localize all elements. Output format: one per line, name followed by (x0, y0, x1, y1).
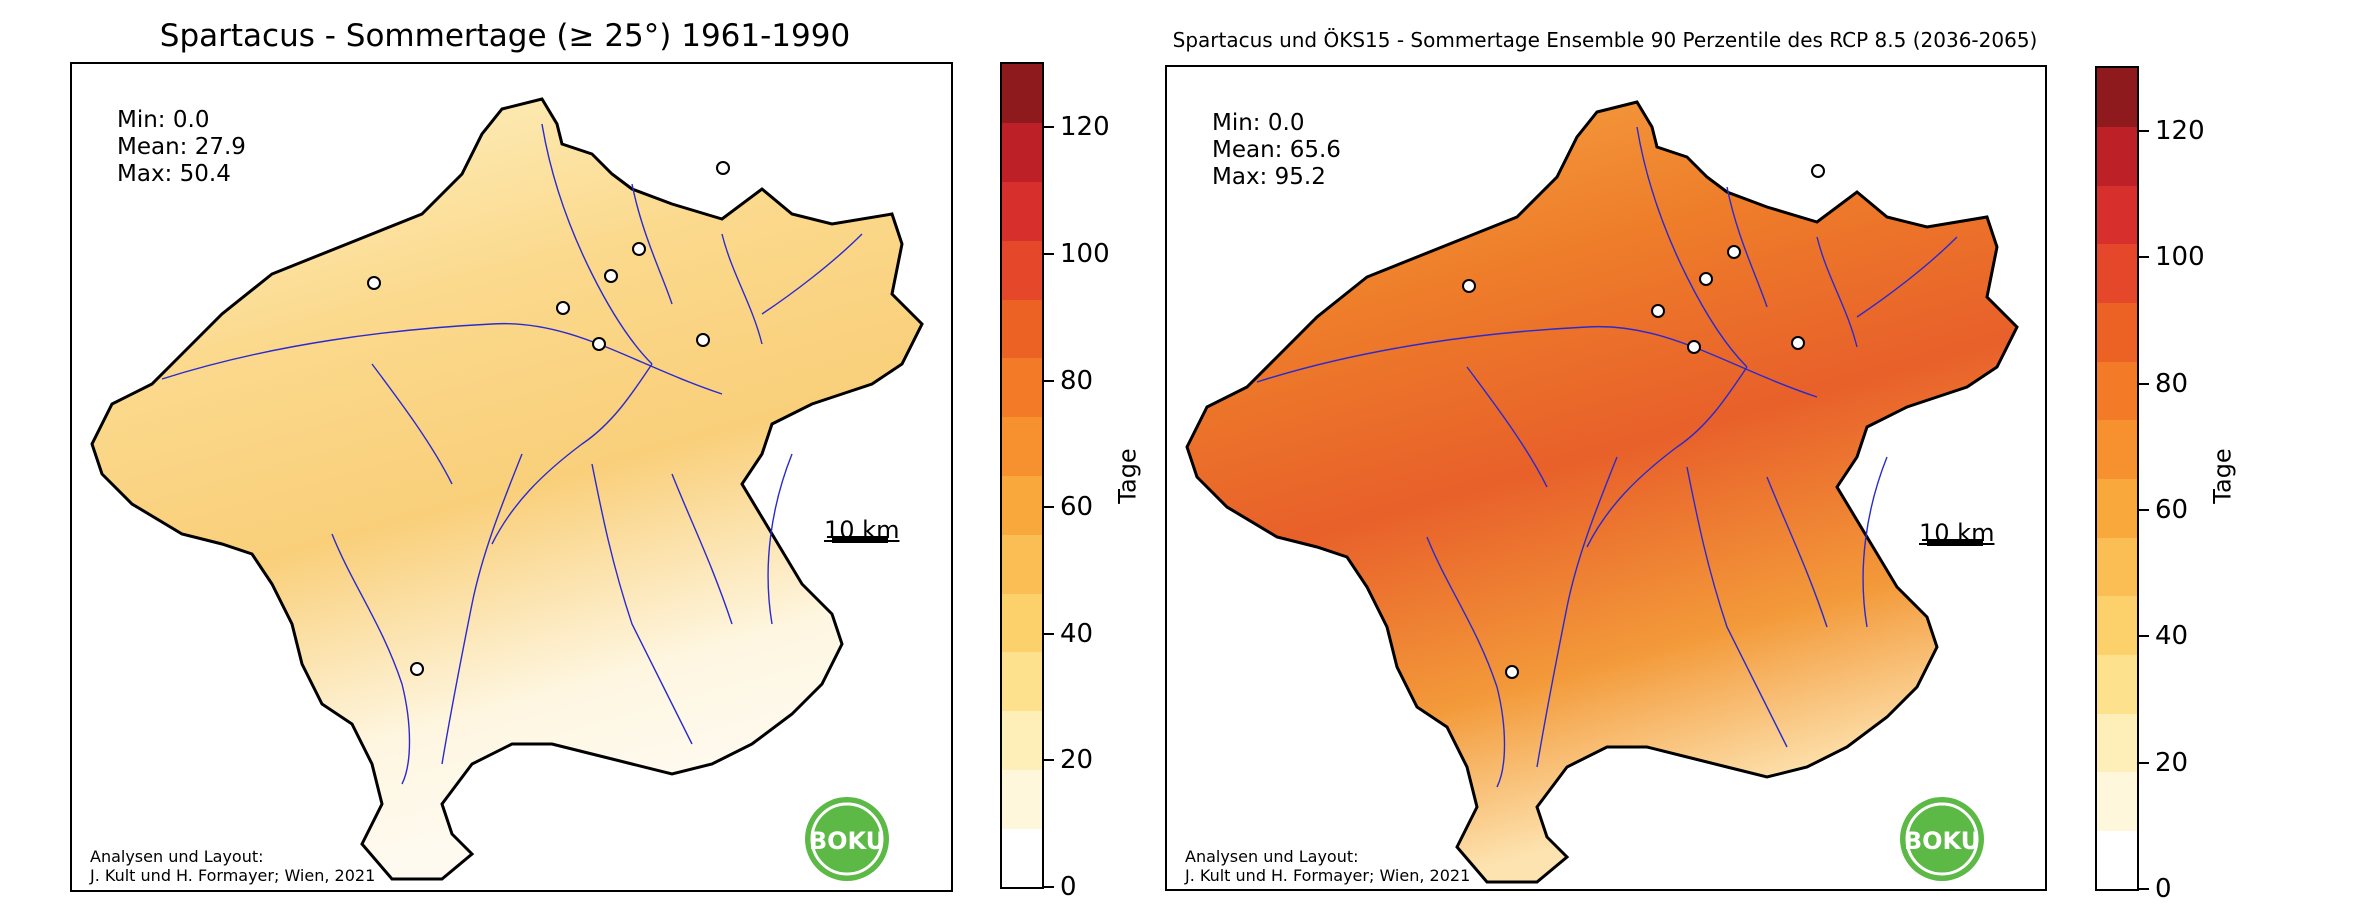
credit-left: Analysen und Layout: J. Kult und H. Form… (90, 847, 375, 885)
stats-block-right: Min: 0.0 Mean: 65.6 Max: 95.2 (1212, 110, 1341, 191)
credit-line-2: J. Kult und H. Formayer; Wien, 2021 (90, 866, 376, 885)
city-markers (1462, 164, 1825, 679)
colorbar-tick-label: 120 (1060, 112, 1110, 143)
map-frame-left: Min: 0.0 Mean: 27.9 Max: 50.4 10 km Anal… (70, 62, 953, 892)
region-outline (1185, 100, 2019, 884)
stat-max: Max: 95.2 (1212, 164, 1326, 190)
colorbar-segment (1002, 181, 1042, 241)
colorbar-tick-label: 60 (1060, 492, 1094, 523)
logo-text: BOKU (809, 827, 885, 855)
colorbar-left (1000, 62, 1044, 889)
scale-label-left: 10 km (824, 516, 900, 544)
credit-right: Analysen und Layout: J. Kult und H. Form… (1185, 847, 1470, 885)
colorbar-tick (2139, 761, 2149, 764)
colorbar-tick-label: 40 (2155, 621, 2189, 652)
colorbar-segment (2097, 713, 2137, 773)
colorbar-right (2095, 66, 2139, 891)
colorbar-label-right: Tage (2208, 448, 2237, 504)
colorbar-tick (1044, 632, 1054, 635)
colorbar-tick-label: 80 (2155, 368, 2189, 399)
colorbar-segment (1002, 593, 1042, 653)
colorbar-tick-label: 20 (2155, 747, 2189, 778)
colorbar-segment (2097, 419, 2137, 479)
scale-label-right: 10 km (1919, 519, 1995, 547)
stat-min: Min: 0.0 (1212, 110, 1305, 136)
colorbar-segment (2097, 361, 2137, 421)
colorbar-segment (2097, 185, 2137, 245)
map-title-left: Spartacus - Sommertage (≥ 25°) 1961-1990 (159, 18, 851, 54)
colorbar-segment (1002, 769, 1042, 829)
scale-bar (1927, 539, 1983, 546)
colorbar-tick (1044, 252, 1054, 255)
colorbar-tick-label: 40 (1060, 618, 1094, 649)
colorbar-segment (2097, 537, 2137, 597)
colorbar-tick-label: 0 (1060, 872, 1077, 902)
colorbar-tick-label: 100 (1060, 238, 1110, 269)
region-outline (90, 97, 924, 881)
colorbar-tick (2139, 256, 2149, 259)
colorbar-tick (1044, 379, 1054, 382)
colorbar-tick (2139, 509, 2149, 512)
colorbar-tick (2139, 130, 2149, 133)
colorbar-label-left: Tage (1113, 448, 1142, 504)
colorbar-tick (2139, 382, 2149, 385)
region-map-right (1185, 100, 2019, 884)
colorbar-segment (2097, 302, 2137, 362)
region-map-left (90, 97, 924, 881)
stat-mean: Mean: 65.6 (1212, 137, 1341, 163)
colorbar-segment (1002, 240, 1042, 300)
colorbar-segment (1002, 357, 1042, 418)
stat-min: Min: 0.0 (117, 107, 210, 133)
colorbar-segment (2097, 126, 2137, 186)
stats-block-left: Min: 0.0 Mean: 27.9 Max: 50.4 (117, 107, 246, 188)
colorbar-segment (2097, 243, 2137, 304)
colorbar-tick (1044, 126, 1054, 129)
colorbar-segment (1002, 534, 1042, 594)
colorbar-tick (2139, 635, 2149, 638)
colorbar-segment (1002, 64, 1042, 124)
colorbar-tick (1044, 886, 1054, 888)
colorbar-tick (1044, 506, 1054, 509)
colorbar-segment (2097, 595, 2137, 655)
colorbar-segment (1002, 475, 1042, 535)
rivers (161, 123, 863, 785)
colorbar-segment (2097, 68, 2137, 128)
colorbar-segment (1002, 828, 1042, 887)
colorbar-tick-label: 120 (2155, 116, 2205, 147)
scale-bar (832, 536, 888, 543)
colorbar-segment (1002, 710, 1042, 770)
rivers (1256, 126, 1958, 788)
map-frame-right: Min: 0.0 Mean: 65.6 Max: 95.2 10 km Anal… (1165, 65, 2047, 891)
colorbar-segment (1002, 299, 1042, 359)
colorbar-segment (1002, 651, 1042, 712)
credit-line-2: J. Kult und H. Formayer; Wien, 2021 (1185, 866, 1471, 885)
colorbar-tick-label: 0 (2155, 874, 2172, 904)
colorbar-tick-label: 20 (1060, 745, 1094, 776)
colorbar-tick-label: 80 (1060, 365, 1094, 396)
colorbar-tick-label: 60 (2155, 495, 2189, 526)
city-markers (367, 161, 730, 676)
credit-line-1: Analysen und Layout: (90, 847, 264, 866)
colorbar-segment (2097, 478, 2137, 538)
colorbar-segment (2097, 654, 2137, 714)
map-title-right: Spartacus und ÖKS15 - Sommertage Ensembl… (1172, 28, 2038, 52)
credit-line-1: Analysen und Layout: (1185, 847, 1359, 866)
stat-max: Max: 50.4 (117, 161, 231, 187)
colorbar-tick (1044, 759, 1054, 762)
colorbar-segment (1002, 122, 1042, 183)
stat-mean: Mean: 27.9 (117, 134, 246, 160)
colorbar-tick (2139, 888, 2149, 890)
colorbar-segment (2097, 771, 2137, 831)
colorbar-segment (1002, 416, 1042, 476)
colorbar-tick-label: 100 (2155, 242, 2205, 273)
logo-text: BOKU (1904, 827, 1980, 855)
colorbar-segment (2097, 830, 2137, 889)
